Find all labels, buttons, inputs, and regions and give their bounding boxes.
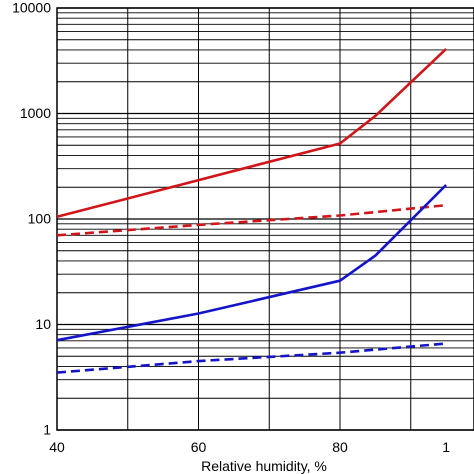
grid (56, 7, 474, 431)
y-tick-label: 1 (43, 422, 51, 438)
x-axis-label: Relative humidity, % (201, 458, 327, 474)
y-tick-label: 1000 (20, 105, 51, 121)
x-tick-label: 40 (49, 439, 65, 455)
series-line-2 (56, 203, 447, 237)
x-tick-label: 80 (332, 439, 348, 455)
series-line-4 (56, 342, 447, 374)
x-tick-label: 1 (442, 439, 450, 455)
series-line-3 (56, 184, 448, 342)
series-line-1 (56, 47, 447, 219)
series-group (56, 47, 448, 374)
y-tick-label: 100 (28, 211, 52, 227)
y-tick-label: 10000 (12, 0, 51, 16)
y-tick-label: 10 (35, 316, 51, 332)
x-tick-label: 60 (191, 439, 207, 455)
tick-labels: 1 10 100 1000 10000 40 60 80 1 (12, 0, 450, 455)
plot-frame (56, 7, 474, 431)
